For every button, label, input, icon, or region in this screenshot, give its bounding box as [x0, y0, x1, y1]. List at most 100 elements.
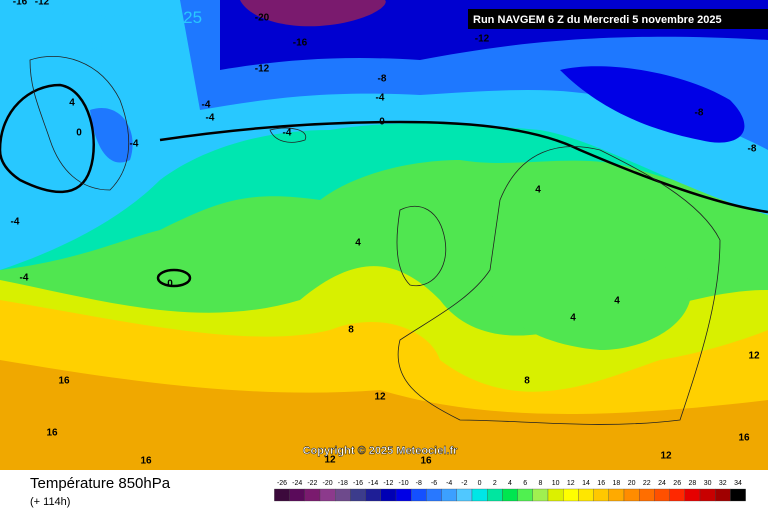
legend-tick-label: -14: [368, 480, 378, 487]
legend-tick-label: 12: [567, 480, 575, 487]
legend-tick-label: -6: [431, 480, 437, 487]
legend-swatch: [684, 488, 701, 502]
color-legend: -26 -24 -22 -20 -18 -16 -14 -12 -10 -8 -6 -4 -2 0 2 4 6 8…: [274, 480, 746, 502]
contour-label: -8: [748, 144, 757, 155]
legend-swatch: [411, 488, 427, 502]
legend-swatch: [654, 488, 670, 502]
field-purple: [240, 0, 386, 27]
contour-label: -4: [11, 217, 20, 228]
coastline: [396, 205, 447, 287]
legend-tick-label: -12: [383, 480, 393, 487]
legend-tick-label: -18: [338, 480, 348, 487]
legend-swatch: [335, 488, 351, 502]
contour-label: -4: [206, 113, 215, 124]
contour-label: 8: [348, 325, 354, 336]
legend-swatch: [289, 488, 305, 502]
legend-swatch: [669, 488, 685, 502]
zero-isotherm: [156, 268, 192, 288]
legend-tick-label: 20: [628, 480, 636, 487]
legend-tick-label: -2: [461, 480, 467, 487]
legend-tick-label: 18: [613, 480, 621, 487]
contour-label: 12: [324, 455, 336, 466]
contour-label: -4: [20, 273, 29, 284]
legend-tick-label: 0: [478, 480, 482, 487]
legend-swatch: [699, 488, 716, 502]
contour-label: 16: [58, 376, 70, 387]
legend-swatch: [365, 488, 381, 502]
legend-swatch: [715, 488, 731, 502]
date-label: Lundi 10 novembre 2025: [14, 8, 202, 27]
legend-tick-label: -24: [292, 480, 302, 487]
copyright: Copyright © 2025 Meteociel.fr: [303, 445, 459, 457]
legend-swatch: [350, 488, 366, 502]
legend-tick-label: 4: [508, 480, 512, 487]
legend-swatch: [274, 488, 290, 502]
contour-label: 4: [69, 98, 75, 109]
legend-tick-label: 10: [552, 480, 560, 487]
contour-label: 0: [76, 128, 82, 139]
legend-swatch: [623, 488, 640, 502]
field-greenland-cold: [90, 108, 133, 163]
legend-swatch: [639, 488, 655, 502]
time-label: 1:00 locale: [20, 34, 122, 57]
zero-isotherm: [159, 120, 768, 214]
legend-tick-label: -10: [399, 480, 409, 487]
legend-swatch: [593, 488, 609, 502]
contour-label: -8: [378, 74, 387, 85]
legend-swatch: [319, 488, 336, 502]
legend-tick-label: -20: [323, 480, 333, 487]
coastline: [397, 146, 721, 425]
legend-tick-label: -16: [353, 480, 363, 487]
contour-label: -4: [376, 93, 385, 104]
legend-tick-label: 34: [734, 480, 742, 487]
coastline: [29, 56, 130, 191]
legend-swatch: [456, 488, 473, 502]
legend-tick-label: 24: [658, 480, 666, 487]
contour-label: -16: [293, 38, 308, 49]
contour-label: 12: [374, 392, 386, 403]
legend-swatch: [487, 488, 503, 502]
legend-tick-label: -8: [416, 480, 422, 487]
contour-label: -16: [13, 0, 28, 8]
run-label: Run NAVGEM 6 Z du Mercredi 5 novembre 20…: [473, 14, 722, 26]
contour-label: 16: [140, 456, 152, 467]
contour-label: -8: [695, 108, 704, 119]
contour-label: 8: [524, 376, 530, 387]
legend-swatch: [502, 488, 518, 502]
legend-swatch: [304, 488, 321, 502]
contour-label: 4: [570, 313, 576, 324]
contour-label: -12: [255, 64, 270, 75]
legend-tick-label: -22: [307, 480, 317, 487]
legend-tick-label: 8: [538, 480, 542, 487]
contour-label: 4: [535, 185, 541, 196]
legend-swatch: [441, 488, 457, 502]
contour-label: -12: [475, 34, 490, 45]
field-cold-pool: [560, 66, 745, 143]
contour-label: 0: [167, 279, 173, 290]
contour-label: 16: [420, 456, 432, 467]
legend-tick-label: 22: [643, 480, 651, 487]
contour-label: 16: [738, 433, 750, 444]
coastline: [269, 127, 307, 143]
contour-label: 12: [748, 351, 760, 362]
legend-swatch: [608, 488, 625, 502]
legend-tick-label: 14: [582, 480, 590, 487]
footer-title: Température 850hPa: [30, 475, 171, 492]
legend-swatch: [395, 488, 412, 502]
contour-label: -4: [202, 100, 211, 111]
legend-swatch: [578, 488, 594, 502]
contour-label: 12: [660, 451, 672, 462]
legend-tick-label: 28: [689, 480, 697, 487]
legend-swatch: [730, 488, 746, 502]
legend-tick-label: 6: [523, 480, 527, 487]
contour-label: -4: [130, 139, 139, 150]
legend-swatch: [426, 488, 442, 502]
contour-label: 0: [379, 117, 385, 128]
legend-swatch: [471, 488, 488, 502]
legend-tick-label: 2: [493, 480, 497, 487]
contour-label: 4: [614, 296, 620, 307]
contour-label: -4: [283, 128, 292, 139]
legend-swatch: [517, 488, 533, 502]
